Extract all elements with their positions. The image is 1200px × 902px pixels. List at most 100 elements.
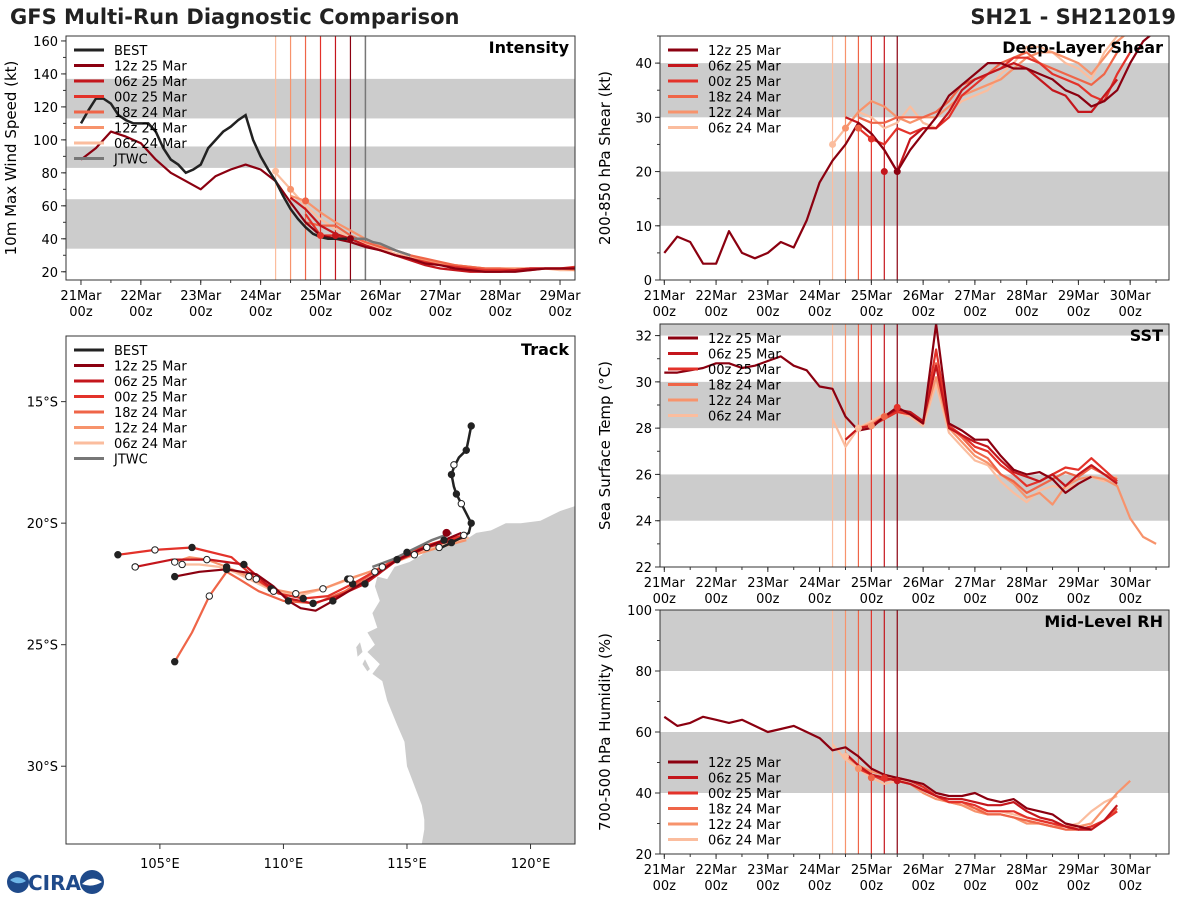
rh-xtick-hour: 00z: [653, 879, 677, 894]
shear-init-marker: [829, 140, 837, 148]
track-position-dot: [371, 568, 379, 576]
intensity-legend-label: 18z 24 Mar: [114, 106, 187, 121]
shear-shade-band: [660, 171, 1169, 226]
shear-init-marker: [893, 168, 901, 176]
shear-panel-title: Deep-Layer Shear: [1002, 38, 1163, 57]
intensity-ylabel: 10m Max Wind Speed (kt): [2, 61, 20, 256]
track-lat-label: 30°S: [27, 760, 58, 775]
shear-xtick-hour: 00z: [911, 305, 935, 320]
intensity-xtick-day: 23Mar: [180, 289, 222, 304]
shear-ytick-label: 20: [635, 166, 652, 181]
shear-legend-label: 06z 24 Mar: [708, 122, 781, 137]
track-position-dot: [447, 470, 456, 479]
track-position-dot: [329, 597, 337, 605]
sst-init-marker: [893, 403, 901, 411]
track-position-dot: [460, 531, 468, 540]
sst-xtick-hour: 00z: [756, 592, 780, 607]
track-position-dot: [114, 551, 122, 559]
intensity-panel: 2040608010012014016021Mar00z22Mar00z23Ma…: [2, 35, 581, 320]
track-lon-label: 105°E: [140, 857, 180, 872]
shear-series-5: [831, 36, 1119, 146]
sst-xtick-day: 21Mar: [644, 576, 686, 591]
track-position-dot: [423, 543, 431, 552]
track-init-marker: [442, 528, 451, 537]
sst-legend-label: 06z 24 Mar: [708, 410, 781, 425]
track-legend-label: 06z 24 Mar: [114, 437, 187, 452]
sst-xtick-day: 25Mar: [851, 576, 893, 591]
intensity-legend-label: 12z 24 Mar: [114, 122, 187, 137]
shear-ytick-label: 30: [635, 111, 652, 126]
rh-legend-label: 18z 24 Mar: [708, 803, 781, 818]
shear-xtick-day: 29Mar: [1058, 289, 1100, 304]
shear-xtick-hour: 00z: [704, 305, 728, 320]
shear-xtick-hour: 00z: [860, 305, 884, 320]
rh-xtick-day: 22Mar: [696, 863, 738, 878]
intensity-ytick-label: 100: [33, 134, 58, 149]
track-position-dot: [319, 585, 327, 593]
track-legend-label: 12z 25 Mar: [114, 360, 187, 375]
sst-xtick-hour: 00z: [1067, 592, 1091, 607]
track-lon-label: 120°E: [511, 857, 551, 872]
shear-xtick-hour: 00z: [1015, 305, 1039, 320]
sst-frame: [659, 323, 1170, 568]
rh-xtick-hour: 00z: [808, 879, 832, 894]
intensity-legend-label: JTWC: [113, 153, 148, 168]
sst-legend-label: 00z 25 Mar: [708, 363, 781, 378]
track-legend-label: JTWC: [113, 453, 148, 468]
sst-init-marker: [867, 422, 875, 430]
rh-ytick-label: 20: [635, 848, 652, 863]
intensity-legend-label: 12z 25 Mar: [114, 60, 187, 75]
shear-xtick-day: 23Mar: [747, 289, 789, 304]
sst-legend-label: 18z 24 Mar: [708, 379, 781, 394]
track-position-dot: [203, 555, 211, 564]
sst-shade-band: [660, 474, 1169, 521]
rh-legend-label: 12z 25 Mar: [708, 756, 781, 771]
track-position-dot: [450, 461, 458, 469]
rh-legend-label: 00z 25 Mar: [708, 787, 781, 802]
rh-ytick-label: 60: [635, 726, 652, 741]
shear-series-4: [844, 36, 1126, 129]
intensity-ytick-label: 20: [41, 266, 58, 281]
sst-series-2: [858, 348, 1118, 488]
rh-xtick-hour: 00z: [963, 879, 987, 894]
shear-xtick-day: 26Mar: [903, 289, 945, 304]
figure-title: GFS Multi-Run Diagnostic Comparison: [10, 5, 460, 29]
rh-init-marker: [854, 765, 862, 773]
sst-xtick-hour: 00z: [704, 592, 728, 607]
shear-panel: 01020304021Mar00z22Mar00z23Mar00z24Mar00…: [596, 35, 1170, 320]
intensity-init-marker: [317, 231, 324, 239]
sst-xtick-hour: 00z: [860, 592, 884, 607]
sst-legend-label: 12z 25 Mar: [708, 332, 781, 347]
rh-xtick-day: 30Mar: [1110, 863, 1152, 878]
rh-legend-label: 06z 25 Mar: [708, 772, 781, 787]
shear-legend-label: 00z 25 Mar: [708, 75, 781, 90]
track-legend-label: 18z 24 Mar: [114, 406, 187, 421]
sst-ytick-label: 22: [635, 561, 652, 576]
shear-xtick-day: 21Mar: [644, 289, 686, 304]
sst-xtick-day: 27Mar: [954, 576, 996, 591]
sst-xtick-hour: 00z: [1118, 592, 1142, 607]
track-position-dot: [205, 592, 214, 600]
rh-xtick-hour: 00z: [1015, 879, 1039, 894]
rh-xtick-hour: 00z: [704, 879, 728, 894]
sst-shade-band: [660, 324, 1169, 336]
track-position-dot: [309, 599, 317, 608]
rh-xtick-day: 28Mar: [1006, 863, 1048, 878]
shear-ylabel: 200-850 hPa Shear (kt): [596, 71, 614, 245]
intensity-ytick-label: 120: [33, 101, 58, 116]
intensity-xtick-day: 24Mar: [240, 289, 282, 304]
intensity-xtick-day: 22Mar: [120, 289, 162, 304]
intensity-xtick-day: 21Mar: [60, 289, 102, 304]
intensity-xtick-hour: 00z: [429, 305, 453, 320]
sst-xtick-day: 26Mar: [903, 576, 945, 591]
track-position-dot: [131, 563, 139, 571]
australia-landmass: [367, 506, 575, 844]
intensity-init-marker: [302, 197, 310, 205]
shear-legend-label: 12z 24 Mar: [708, 106, 781, 121]
intensity-init-marker: [287, 185, 295, 193]
rh-init-marker: [867, 774, 875, 782]
rh-xtick-day: 26Mar: [903, 863, 945, 878]
rh-xtick-day: 24Mar: [799, 863, 841, 878]
rh-xtick-hour: 00z: [860, 879, 884, 894]
